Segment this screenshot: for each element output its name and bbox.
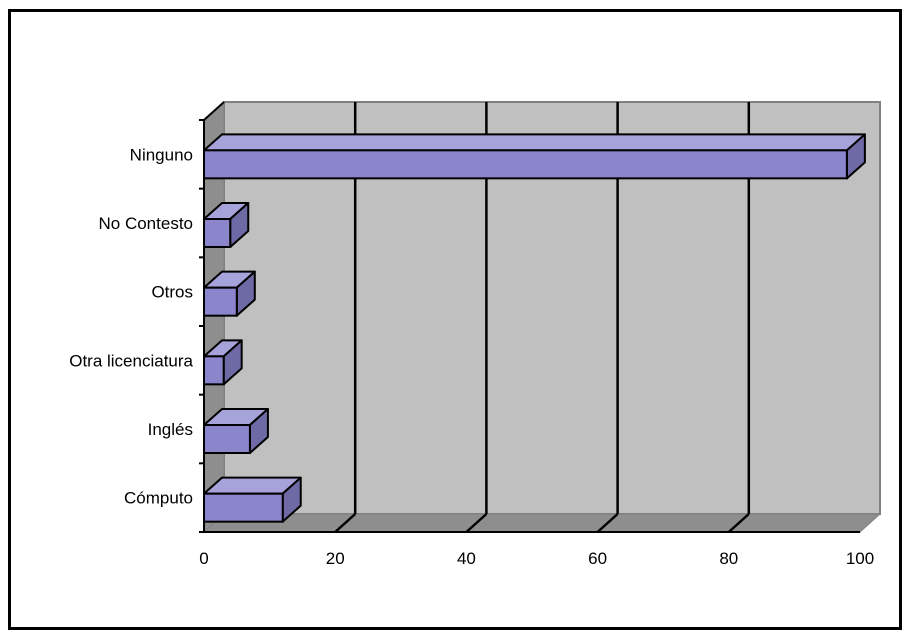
bar-inglés — [203, 408, 269, 454]
x-tick-label: 0 — [199, 549, 208, 568]
bar-front-face — [203, 492, 284, 523]
bar-otros — [203, 270, 256, 317]
bar-otra-licenciatura — [203, 339, 243, 386]
y-category-label: Otra licenciatura — [69, 351, 193, 370]
y-category-label: Inglés — [148, 420, 193, 439]
bar-ninguno — [203, 133, 866, 180]
bar-front-face — [203, 149, 848, 180]
bar-front-face — [203, 286, 238, 317]
bar-top-face — [203, 133, 866, 152]
x-tick-label: 20 — [326, 549, 345, 568]
floor-gridline-60 — [596, 513, 619, 533]
bar-front-face — [203, 218, 232, 248]
y-category-label: Otros — [151, 283, 193, 302]
y-category-label: No Contesto — [99, 214, 194, 233]
bar-no-contesto — [203, 202, 250, 248]
x-tick-label: 40 — [457, 549, 476, 568]
floor-gridline-20 — [334, 513, 357, 533]
floor-gridline-40 — [465, 513, 488, 533]
y-category-label: Ninguno — [130, 145, 193, 164]
y-category-label: Cómputo — [124, 489, 193, 508]
x-tick-label: 100 — [846, 549, 874, 568]
plot-floor — [202, 513, 882, 533]
x-tick-label: 80 — [719, 549, 738, 568]
floor-gridline-80 — [727, 513, 750, 533]
bar-cómputo — [203, 476, 302, 523]
x-tick-label: 60 — [588, 549, 607, 568]
bar-front-face — [203, 355, 225, 386]
bar-front-face — [203, 424, 251, 454]
y-axis-depth-line — [203, 101, 225, 121]
